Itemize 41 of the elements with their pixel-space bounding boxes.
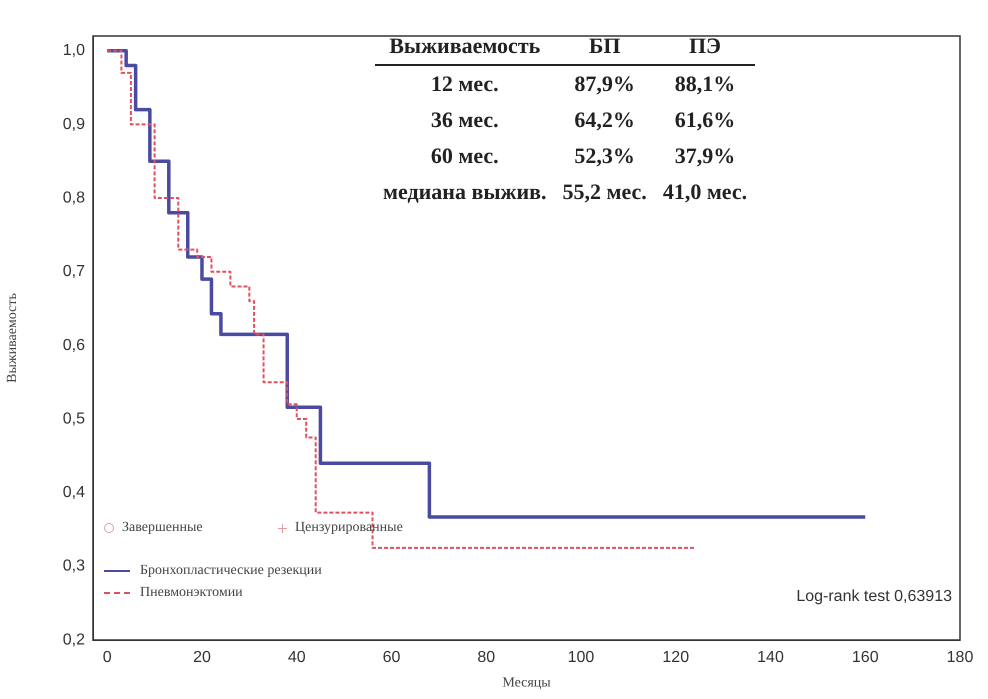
annotation: 52,3% (573, 142, 636, 170)
y-tick-label: 0,9 (62, 116, 86, 133)
x-tick-label: 140 (757, 649, 784, 666)
x-tick-label: 120 (662, 649, 690, 666)
annotation: 88,1% (674, 70, 736, 98)
x-tick-label: 60 (382, 649, 400, 666)
annotation: Цензурированные (295, 520, 403, 536)
annotation: 64,2% (573, 106, 636, 134)
y-tick-label: 0,4 (62, 484, 86, 502)
x-tick-label: 160 (852, 649, 879, 666)
legend-label: Пневмонэктомии (140, 585, 243, 601)
annotation: 87,9% (573, 70, 636, 98)
annotation: 37,9% (674, 142, 736, 170)
y-tick-label: 0,3 (62, 558, 86, 575)
annotation: Выживаемость (375, 28, 555, 65)
y-tick-label: 0,8 (62, 189, 86, 206)
y-tick-label: 0,7 (62, 263, 86, 280)
annotation: 12 мес. (430, 70, 500, 98)
annotation: ПЭ (654, 28, 756, 65)
x-tick-label: 20 (193, 649, 211, 666)
annotation: 60 мес. (430, 142, 500, 170)
y-tick-label: 0,6 (62, 336, 86, 354)
annotation: медиана выжив. (382, 178, 548, 206)
annotation: 36 мес. (430, 106, 500, 134)
x-tick-label: 80 (477, 649, 496, 666)
x-tick-label: 0 (102, 649, 112, 666)
y-tick-label: 0,5 (62, 410, 86, 428)
y-tick-label: 0,2 (62, 631, 86, 648)
y-tick-label: 1,0 (62, 42, 86, 60)
x-tick-label: 40 (288, 649, 306, 666)
legend-label: Бронхопластические резекции (140, 563, 322, 579)
annotation: Log-rank test 0,63913 (796, 588, 952, 606)
x-tick-label: 180 (946, 649, 974, 666)
annotation: 61,6% (674, 106, 736, 134)
x-axis-title: Месяцы (502, 675, 552, 690)
annotation: 41,0 мес. (662, 178, 748, 206)
x-tick-label: 100 (568, 649, 594, 666)
annotation: БП (554, 28, 655, 65)
annotation: Завершенные (122, 520, 203, 536)
annotation: 55,2 мес. (562, 178, 648, 206)
y-axis-title: Выживаемость (5, 293, 20, 383)
